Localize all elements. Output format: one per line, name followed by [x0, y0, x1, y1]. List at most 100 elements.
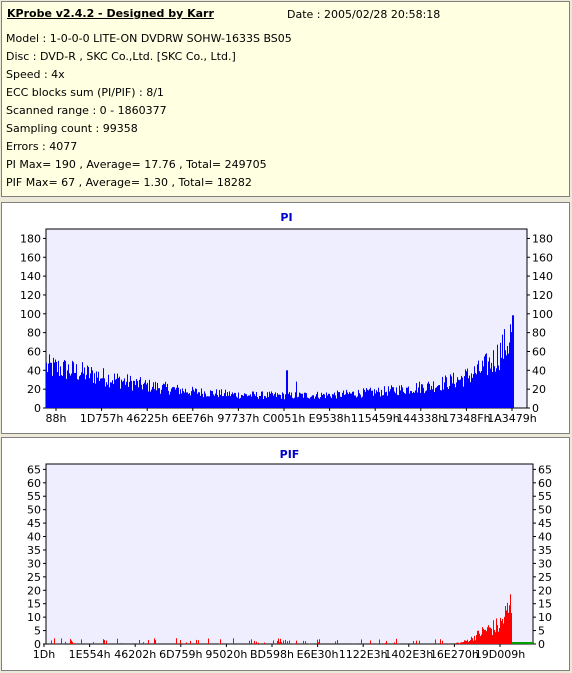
bar	[185, 389, 186, 408]
bar	[379, 392, 380, 408]
bar	[196, 640, 197, 644]
bar	[289, 641, 290, 644]
bar	[245, 394, 246, 408]
bar	[49, 354, 50, 408]
bar	[90, 373, 91, 408]
y-tick-label-right: 140	[532, 270, 553, 283]
bar	[437, 386, 438, 408]
y-tick-label-right: 45	[538, 517, 552, 530]
bar	[150, 392, 151, 408]
bar	[154, 389, 155, 408]
bar	[134, 381, 135, 408]
bar	[358, 390, 359, 408]
pif-green-bar	[514, 642, 515, 644]
bar	[504, 617, 505, 644]
x-tick-label: 46225h	[126, 412, 168, 425]
bar	[290, 395, 291, 408]
bar	[127, 374, 128, 408]
bar	[101, 378, 102, 408]
bar	[377, 392, 378, 408]
bar	[212, 391, 213, 408]
bar	[208, 639, 209, 644]
bar	[60, 366, 61, 408]
bar	[361, 398, 362, 408]
bar	[456, 382, 457, 408]
info-range: Scanned range : 0 - 1860377	[6, 104, 167, 117]
bar	[355, 396, 356, 408]
bar	[181, 393, 182, 408]
bar	[413, 641, 414, 644]
bar	[51, 363, 52, 408]
y-tick-label-right: 10	[538, 611, 552, 624]
bar	[226, 396, 227, 408]
bar	[487, 375, 488, 408]
bar	[397, 395, 398, 408]
bar	[155, 382, 156, 408]
bar	[82, 362, 83, 408]
info-panel: KProbe v2.4.2 - Designed by Karr Date : …	[1, 1, 570, 197]
bar	[459, 643, 460, 644]
bar	[57, 372, 58, 408]
bar	[490, 369, 491, 408]
y-tick-label-left: 0	[34, 402, 41, 415]
bar	[419, 382, 420, 408]
bar	[396, 639, 397, 644]
x-tick-label: E9538h	[309, 412, 351, 425]
bar	[287, 370, 288, 408]
bar	[47, 372, 48, 408]
y-tick-label-left: 35	[27, 544, 41, 557]
bar	[404, 393, 405, 408]
bar	[454, 384, 455, 408]
bar	[79, 376, 80, 408]
bar	[278, 395, 279, 408]
bar	[276, 397, 277, 408]
x-tick-label: 97737h	[217, 412, 259, 425]
bar	[59, 376, 60, 408]
bar	[470, 382, 471, 408]
bar	[310, 397, 311, 408]
bar	[361, 639, 362, 644]
bar	[231, 394, 232, 408]
bar	[54, 638, 55, 644]
bar	[163, 384, 164, 408]
bar	[326, 392, 327, 408]
bar	[300, 393, 301, 408]
bar	[473, 374, 474, 408]
bar	[71, 374, 72, 408]
bar	[136, 379, 137, 408]
bar	[165, 382, 166, 408]
y-tick-label-right: 160	[532, 251, 553, 264]
bar	[301, 394, 302, 408]
bar	[502, 619, 503, 644]
bar	[283, 394, 284, 408]
bar	[455, 387, 456, 408]
bar	[296, 382, 297, 408]
bar	[58, 361, 59, 408]
pif-green-bar	[512, 642, 513, 644]
y-tick-label-left: 20	[27, 584, 41, 597]
bar	[48, 364, 49, 408]
bar	[72, 642, 73, 644]
bar	[483, 366, 484, 408]
bar	[194, 392, 195, 408]
bar	[375, 393, 376, 408]
y-tick-label-left: 160	[20, 251, 41, 264]
bar	[339, 392, 340, 408]
y-tick-label-left: 55	[27, 490, 41, 503]
bar	[204, 391, 205, 408]
bar	[447, 387, 448, 408]
bar	[331, 398, 332, 408]
bar	[465, 369, 466, 408]
y-tick-label-left: 20	[27, 383, 41, 396]
bar	[425, 391, 426, 408]
bar	[460, 643, 461, 644]
bar	[116, 379, 117, 408]
bar	[435, 640, 436, 644]
bar	[340, 397, 341, 408]
bar	[384, 386, 385, 408]
bar	[223, 396, 224, 408]
x-tick-label: 17348Fh	[442, 412, 490, 425]
bar	[396, 387, 397, 408]
bar	[76, 364, 77, 408]
y-tick-label-left: 5	[34, 625, 41, 638]
